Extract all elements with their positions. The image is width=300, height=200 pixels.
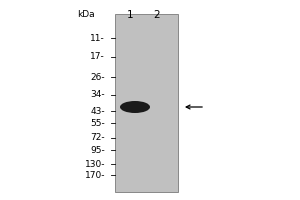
Text: kDa: kDa: [77, 10, 95, 19]
Text: 170-: 170-: [85, 171, 105, 180]
Text: 17-: 17-: [90, 52, 105, 61]
Text: 55-: 55-: [90, 119, 105, 128]
Text: 43-: 43-: [90, 107, 105, 116]
Text: 26-: 26-: [90, 73, 105, 82]
Text: 1: 1: [127, 10, 133, 20]
Text: 34-: 34-: [90, 90, 105, 99]
Text: 72-: 72-: [90, 133, 105, 142]
Text: 95-: 95-: [90, 146, 105, 155]
Text: 2: 2: [154, 10, 160, 20]
Text: 130-: 130-: [85, 160, 105, 169]
Bar: [115, 14, 178, 192]
Text: 11-: 11-: [90, 34, 105, 43]
Ellipse shape: [120, 101, 150, 113]
